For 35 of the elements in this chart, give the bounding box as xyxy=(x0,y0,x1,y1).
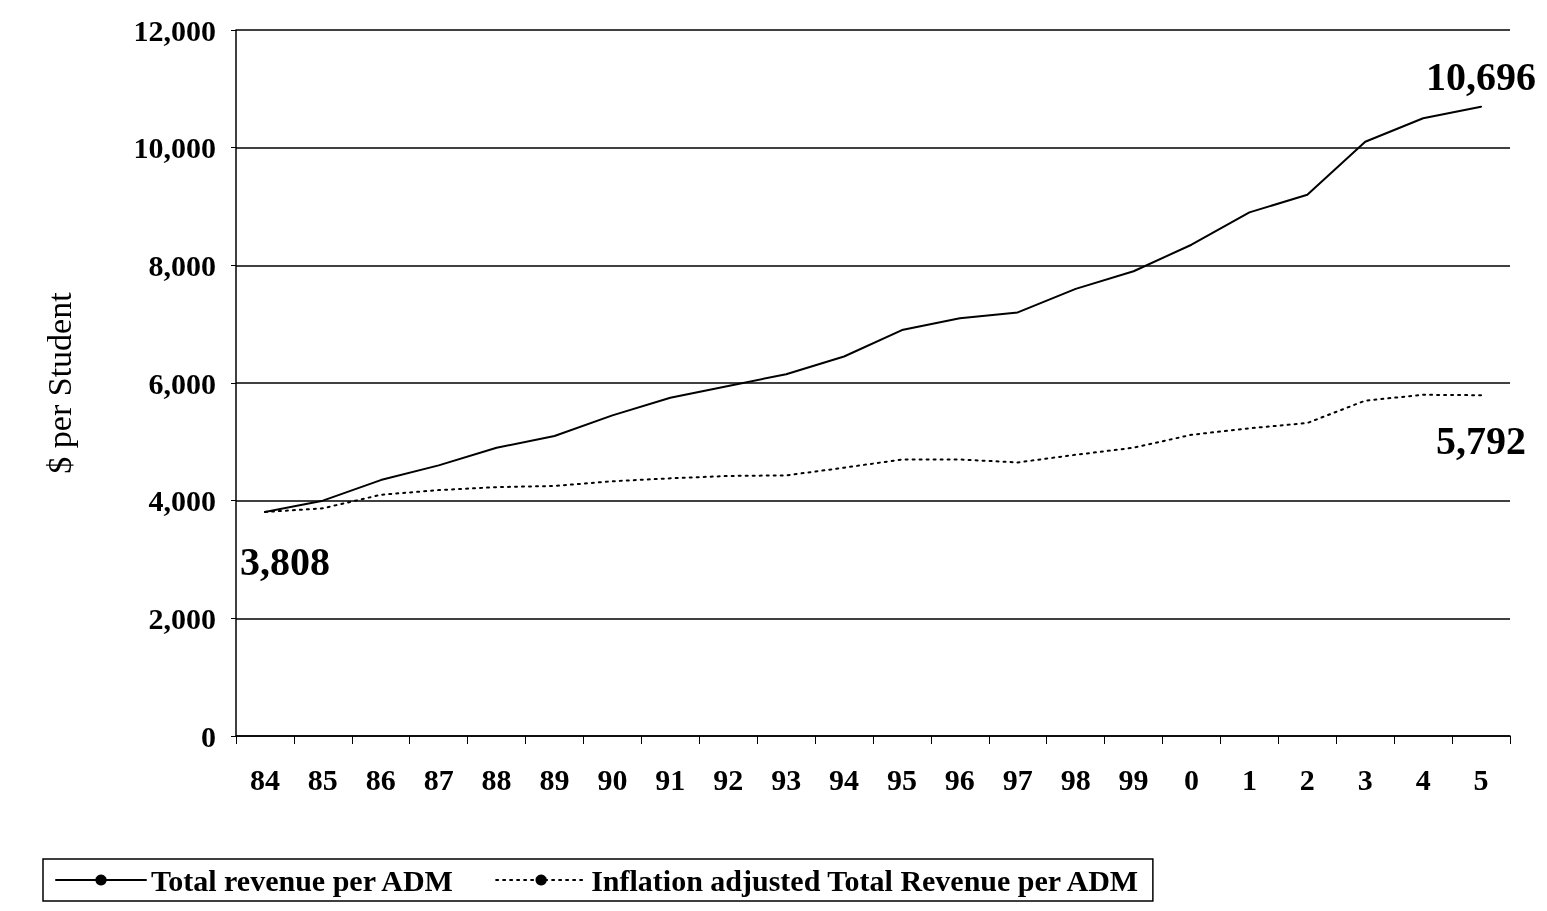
x-tick-label: 92 xyxy=(713,762,744,796)
x-tick-label: 94 xyxy=(829,762,860,796)
y-tick-label: 8,000 xyxy=(148,248,216,282)
data-label: 5,792 xyxy=(1436,417,1527,463)
x-tick-label: 86 xyxy=(365,762,396,796)
x-tick-label: 97 xyxy=(1002,762,1033,796)
y-tick-label: 2,000 xyxy=(148,601,216,635)
x-tick-label: 88 xyxy=(481,762,512,796)
y-tick-label: 0 xyxy=(201,719,216,753)
y-axis-title: $ per Student xyxy=(40,291,78,474)
x-tick-label: 85 xyxy=(307,762,338,796)
x-tick-label: 5 xyxy=(1473,762,1489,796)
y-tick-label: 10,000 xyxy=(133,131,216,165)
x-tick-label: 89 xyxy=(539,762,570,796)
x-tick-label: 91 xyxy=(655,762,686,796)
x-tick-label: 2 xyxy=(1299,762,1315,796)
y-tick-label: 4,000 xyxy=(148,484,216,518)
x-tick-label: 95 xyxy=(886,762,917,796)
data-label: 3,808 xyxy=(239,539,330,585)
x-tick-label: 84 xyxy=(249,762,280,796)
x-tick-label: 90 xyxy=(597,762,628,796)
x-tick-label: 99 xyxy=(1118,762,1149,796)
data-label: 10,696 xyxy=(1426,54,1537,100)
x-tick-label: 93 xyxy=(771,762,802,796)
x-tick-label: 98 xyxy=(1060,762,1091,796)
legend-label: Inflation adjusted Total Revenue per ADM xyxy=(591,863,1139,897)
x-tick-label: 1 xyxy=(1241,762,1257,796)
x-tick-label: 4 xyxy=(1415,762,1431,796)
x-tick-label: 3 xyxy=(1357,762,1373,796)
x-tick-label: 96 xyxy=(944,762,975,796)
x-tick-label: 0 xyxy=(1184,762,1199,796)
x-tick-label: 87 xyxy=(423,762,454,796)
legend-label: Total revenue per ADM xyxy=(151,863,453,897)
y-tick-label: 12,000 xyxy=(133,13,216,47)
y-tick-label: 6,000 xyxy=(148,366,216,400)
